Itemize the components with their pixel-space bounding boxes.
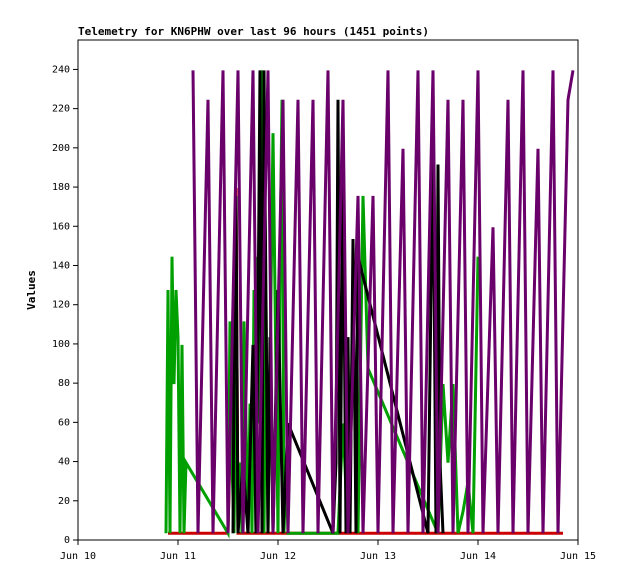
y-tick-label: 180: [52, 182, 70, 193]
series-layer: [164, 70, 575, 539]
y-tick-label: 200: [52, 143, 70, 154]
y-axis-label: Values: [25, 270, 38, 310]
x-tick-label: Jun 11: [160, 551, 196, 562]
series-line-purple: [191, 70, 575, 534]
y-tick-label: 220: [52, 104, 70, 115]
y-tick-label: 120: [52, 300, 70, 311]
y-tick-label: 100: [52, 339, 70, 350]
y-tick-label: 0: [64, 535, 70, 546]
x-tick-label: Jun 15: [560, 551, 596, 562]
y-tick-label: 240: [52, 64, 70, 75]
x-tick-label: Jun 14: [460, 551, 496, 562]
y-tick-label: 40: [58, 457, 70, 468]
chart-title: Telemetry for KN6PHW over last 96 hours …: [78, 25, 429, 38]
y-tick-label: 160: [52, 221, 70, 232]
y-tick-label: 140: [52, 260, 70, 271]
y-tick-label: 80: [58, 378, 70, 389]
x-tick-label: Jun 12: [260, 551, 296, 562]
x-tick-label: Jun 10: [60, 551, 96, 562]
y-tick-label: 20: [58, 496, 70, 507]
y-tick-label: 60: [58, 417, 70, 428]
x-tick-label: Jun 13: [360, 551, 396, 562]
